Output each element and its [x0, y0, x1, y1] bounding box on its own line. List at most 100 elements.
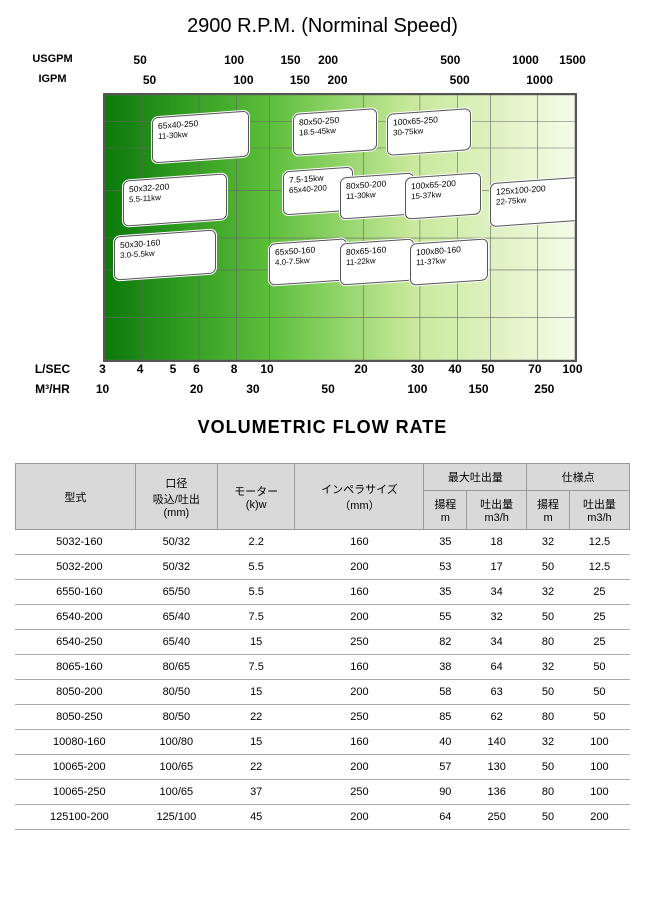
cell-impeller: 250 [295, 630, 424, 655]
table-row: 5032-16050/322.216035183212.5 [16, 530, 630, 555]
table-row: 10065-200100/65222005713050100 [16, 755, 630, 780]
table-row: 8050-20080/501520058635050 [16, 680, 630, 705]
cell-impeller: 200 [295, 605, 424, 630]
tick-label: 150 [290, 73, 310, 87]
cell-motor: 45 [217, 805, 294, 830]
pump-chart: USGPM 5010015020050010001500 IGPM 501001… [43, 53, 603, 438]
cell-max_head: 38 [424, 655, 467, 680]
cell-motor: 2.2 [217, 530, 294, 555]
cell-spec_flow: 25 [569, 605, 629, 630]
cell-spec_head: 80 [527, 780, 570, 805]
pump-region: 50x32-2005.5-11kw [123, 174, 227, 227]
cell-model: 10065-200 [16, 755, 136, 780]
cell-spec_flow: 12.5 [569, 530, 629, 555]
chart-plot-area: TOTAL HEAD IN METERS TOTAL HEAD IN FEET … [103, 93, 577, 362]
cell-model: 8050-200 [16, 680, 136, 705]
cell-impeller: 160 [295, 655, 424, 680]
tick-label: 10 [260, 362, 273, 376]
table-row: 5032-20050/325.520053175012.5 [16, 555, 630, 580]
pump-region: 80x50-20011-30kw [340, 172, 414, 219]
table-row: 125100-200125/100452006425050200 [16, 805, 630, 830]
cell-bore: 50/32 [135, 530, 217, 555]
cell-motor: 37 [217, 780, 294, 805]
tick-label: 30 [246, 382, 259, 396]
pump-region: 65x50-1604.0-7.5kw [269, 238, 347, 285]
tick-label: 500 [440, 53, 460, 67]
table-header: 型式 口径吸込/吐出(mm) モーター(k)w インペラサイズ（mm） 最大吐出… [16, 464, 630, 530]
tick-label: 200 [327, 73, 347, 87]
x-axis-title: VOLUMETRIC FLOW RATE [43, 417, 603, 438]
table-row: 8065-16080/657.516038643250 [16, 655, 630, 680]
cell-max_head: 40 [424, 730, 467, 755]
tick-label: 8 [231, 362, 238, 376]
tick-label: 150 [468, 382, 488, 396]
cell-max_head: 35 [424, 580, 467, 605]
cell-spec_head: 50 [527, 555, 570, 580]
tick-label: 500 [450, 73, 470, 87]
cell-max_head: 85 [424, 705, 467, 730]
cell-spec_flow: 200 [569, 805, 629, 830]
cell-max_head: 58 [424, 680, 467, 705]
cell-max_head: 82 [424, 630, 467, 655]
cell-max_head: 35 [424, 530, 467, 555]
tick-label: 20 [354, 362, 367, 376]
cell-motor: 7.5 [217, 655, 294, 680]
cell-model: 6540-200 [16, 605, 136, 630]
cell-impeller: 200 [295, 555, 424, 580]
table-row: 8050-25080/502225085628050 [16, 705, 630, 730]
cell-spec_flow: 25 [569, 630, 629, 655]
col-max-flow: 吐出量m3/h [467, 491, 527, 530]
cell-model: 10065-250 [16, 780, 136, 805]
cell-motor: 5.5 [217, 580, 294, 605]
pump-region: 80x65-16011-22kw [340, 238, 414, 285]
cell-max_flow: 34 [467, 630, 527, 655]
cell-spec_head: 32 [527, 530, 570, 555]
cell-motor: 22 [217, 755, 294, 780]
tick-label: 6 [193, 362, 200, 376]
igpm-ticks: IGPM 501001502005001000 [103, 73, 573, 93]
cell-spec_head: 50 [527, 755, 570, 780]
col-motor: モーター(k)w [217, 464, 294, 530]
cell-bore: 80/50 [135, 680, 217, 705]
tick-label: 150 [280, 53, 300, 67]
cell-motor: 15 [217, 630, 294, 655]
cell-max_flow: 62 [467, 705, 527, 730]
col-max-group: 最大吐出量 [424, 464, 527, 491]
cell-model: 6550-160 [16, 580, 136, 605]
table-row: 6540-20065/407.520055325025 [16, 605, 630, 630]
cell-spec_flow: 100 [569, 755, 629, 780]
tick-label: 250 [534, 382, 554, 396]
cell-bore: 125/100 [135, 805, 217, 830]
tick-label: 100 [224, 53, 244, 67]
tick-label: 30 [411, 362, 424, 376]
lsec-label: L/SEC [35, 362, 70, 376]
cell-impeller: 200 [295, 680, 424, 705]
cell-spec_flow: 100 [569, 730, 629, 755]
cell-spec_head: 32 [527, 580, 570, 605]
cell-impeller: 160 [295, 580, 424, 605]
col-spec-flow: 吐出量m3/h [569, 491, 629, 530]
col-impeller: インペラサイズ（mm） [295, 464, 424, 530]
cell-max_flow: 140 [467, 730, 527, 755]
col-bore: 口径吸込/吐出(mm) [135, 464, 217, 530]
cell-spec_head: 80 [527, 630, 570, 655]
cell-bore: 80/65 [135, 655, 217, 680]
cell-motor: 22 [217, 705, 294, 730]
cell-bore: 65/40 [135, 630, 217, 655]
pump-region: 100x65-25030-75kw [387, 108, 471, 156]
table-row: 6540-25065/401525082348025 [16, 630, 630, 655]
tick-label: 3 [99, 362, 106, 376]
cell-max_flow: 250 [467, 805, 527, 830]
cell-spec_head: 32 [527, 730, 570, 755]
cell-spec_flow: 50 [569, 655, 629, 680]
cell-model: 125100-200 [16, 805, 136, 830]
cell-bore: 100/65 [135, 780, 217, 805]
tick-label: 5 [170, 362, 177, 376]
tick-label: 1500 [559, 53, 586, 67]
cell-impeller: 200 [295, 755, 424, 780]
cell-impeller: 200 [295, 805, 424, 830]
cell-impeller: 160 [295, 730, 424, 755]
m3hr-label: M³/HR [35, 382, 70, 396]
cell-impeller: 250 [295, 780, 424, 805]
cell-model: 8065-160 [16, 655, 136, 680]
